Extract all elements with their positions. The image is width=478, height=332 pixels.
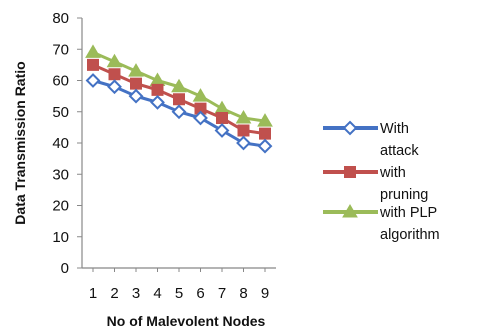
data-point (85, 44, 101, 58)
legend: With attack with pruning with PLP algorithm (323, 120, 440, 243)
legend-marker (344, 166, 356, 178)
y-tick-label: 20 (52, 198, 69, 215)
data-point (216, 112, 228, 124)
series-2 (87, 58, 271, 140)
data-point (214, 100, 230, 115)
x-tick-label: 6 (196, 285, 204, 302)
x-tick-label: 1 (89, 285, 97, 302)
data-point (235, 110, 252, 124)
legend-label: with PLP algorithm (379, 205, 440, 243)
data-point (259, 127, 271, 140)
data-point (214, 123, 230, 138)
data-point (257, 113, 273, 127)
legend-entry: with pruning (323, 165, 428, 203)
data-point (128, 63, 144, 77)
legend-label-line: pruning (380, 187, 428, 203)
y-tick-label: 60 (52, 73, 69, 90)
data-point (193, 110, 208, 126)
data-point (130, 77, 142, 90)
y-tick-label: 50 (52, 104, 69, 121)
legend-label-line: With (380, 121, 409, 137)
data-point (128, 88, 144, 104)
x-tick-label: 8 (239, 285, 247, 302)
y-tick-label: 80 (52, 10, 69, 27)
data-point (257, 138, 273, 154)
y-tick-label: 10 (52, 229, 69, 246)
legend-label-line: attack (380, 143, 419, 159)
x-tick-label: 7 (218, 285, 226, 302)
legend-marker (342, 120, 358, 136)
legend-label: with pruning (379, 165, 428, 203)
data-point (85, 73, 101, 88)
y-tick-label: 0 (61, 260, 69, 277)
data-point (106, 53, 123, 68)
legend-label-line: algorithm (380, 227, 440, 243)
data-point (192, 88, 209, 102)
y-tick-label: 70 (52, 41, 69, 58)
series-3 (85, 44, 273, 127)
x-tick-label: 3 (132, 285, 140, 302)
y-axis-ticks: 0 10 20 30 40 50 60 70 80 (52, 10, 82, 277)
y-axis-title: Data Transmission Ratio (12, 61, 28, 224)
x-tick-label: 2 (110, 285, 118, 302)
legend-marker (342, 204, 358, 218)
series-layer (85, 44, 273, 154)
data-point (151, 83, 164, 96)
legend-entry: with PLP algorithm (323, 204, 440, 243)
data-point (171, 104, 187, 120)
legend-label: With attack (380, 121, 419, 159)
y-tick-label: 30 (52, 166, 69, 183)
data-point (236, 135, 251, 151)
y-tick-label: 40 (52, 135, 69, 152)
data-point (237, 124, 250, 137)
x-tick-label: 9 (261, 285, 269, 302)
data-point (150, 94, 165, 110)
data-point (171, 78, 187, 93)
series-1 (85, 73, 273, 154)
x-tick-label: 5 (175, 285, 183, 302)
legend-label-line: with (379, 165, 406, 181)
legend-label-line: with PLP (379, 205, 437, 221)
data-point (107, 79, 122, 95)
legend-entry: With attack (323, 120, 419, 159)
data-point (108, 68, 121, 81)
data-point (173, 93, 185, 106)
data-point (87, 58, 99, 71)
x-tick-label: 4 (153, 285, 161, 302)
x-axis-title: No of Malevolent Nodes (107, 313, 266, 329)
